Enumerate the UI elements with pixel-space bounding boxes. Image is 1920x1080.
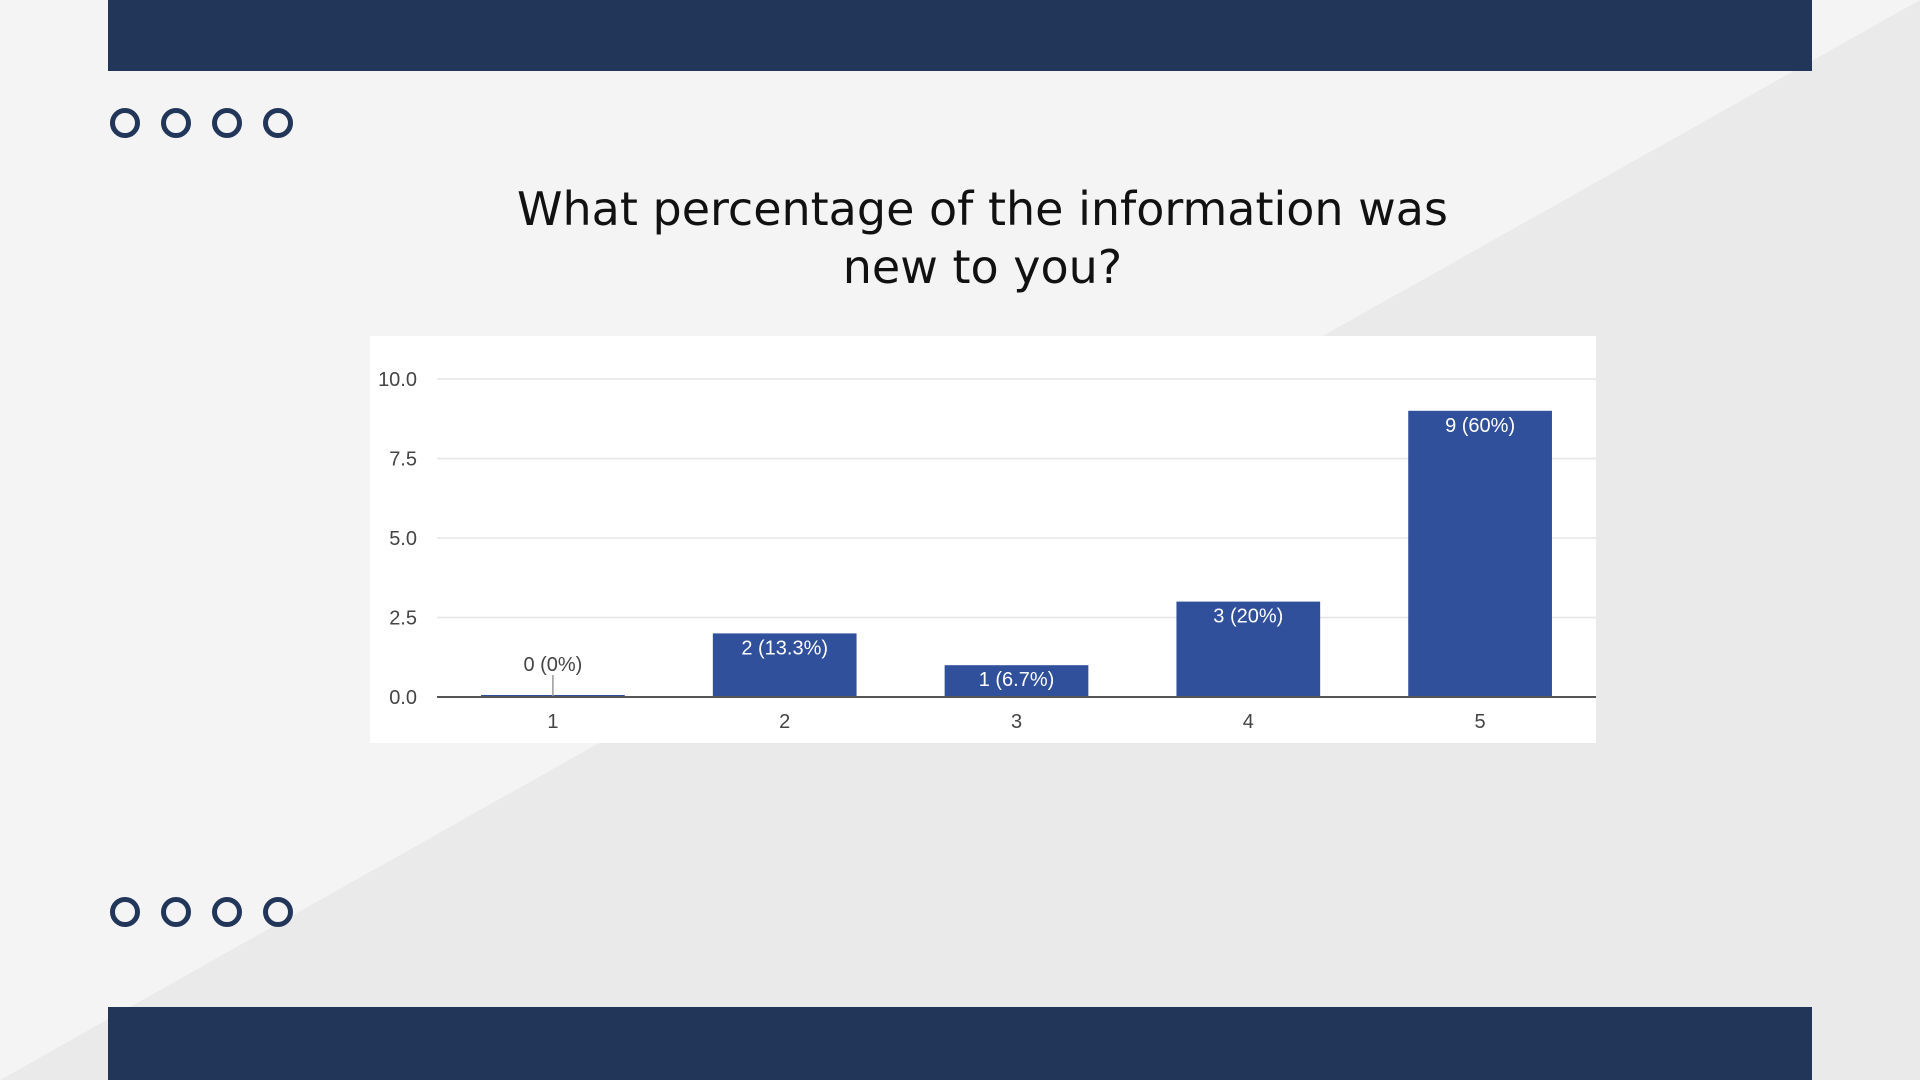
footer-band (108, 1007, 1812, 1080)
circle-icon (212, 897, 242, 927)
header-band (108, 0, 1812, 71)
bars (481, 410, 1552, 697)
y-tick-label: 0.0 (389, 687, 417, 709)
bar-data-label: 9 (60%) (1445, 415, 1515, 437)
bar (944, 665, 1089, 697)
circle-icon (110, 108, 140, 138)
y-tick-label: 5.0 (389, 528, 417, 550)
x-tick-label: 3 (1011, 711, 1022, 733)
x-tick-label: 4 (1243, 711, 1254, 733)
bar (1408, 410, 1552, 697)
bar (1176, 601, 1321, 697)
x-tick-label: 5 (1475, 711, 1486, 733)
circle-icon (212, 108, 242, 138)
y-tick-label: 10.0 (378, 369, 417, 391)
circle-icon (110, 897, 140, 927)
bar-data-label: 2 (13.3%) (741, 637, 828, 659)
x-tick-label: 1 (547, 711, 558, 733)
bar-data-label: 3 (20%) (1213, 606, 1283, 628)
y-tick-label: 7.5 (389, 449, 417, 471)
slide-title: What percentage of the information was n… (460, 180, 1505, 296)
bar-data-label: 1 (6.7%) (979, 669, 1055, 691)
circle-icon (263, 108, 293, 138)
x-axis-ticks: 1 2 3 4 5 (547, 711, 1485, 733)
bar-chart: 0.0 2.5 5.0 7.5 10.0 0 (0%) 2 (13.3%) 1 (6.7%)… (378, 369, 1596, 733)
circle-icon (263, 897, 293, 927)
y-tick-label: 2.5 (389, 608, 417, 630)
bar-data-label: 0 (0%) (523, 654, 582, 676)
x-tick-label: 2 (779, 711, 790, 733)
title-line-1: What percentage of the information was (517, 182, 1448, 236)
bar (712, 633, 857, 697)
data-labels: 0 (0%) 2 (13.3%) 1 (6.7%) 3 (20%) 9 (60%) (523, 415, 1515, 691)
circle-icon (161, 897, 191, 927)
title-line-2: new to you? (842, 240, 1123, 294)
y-axis-ticks: 0.0 2.5 5.0 7.5 10.0 (378, 369, 417, 709)
circle-icon (161, 108, 191, 138)
gridlines (437, 378, 1596, 619)
chart-panel: 0.0 2.5 5.0 7.5 10.0 0 (0%) 2 (13.3%) 1 (6.7%)… (370, 336, 1596, 743)
